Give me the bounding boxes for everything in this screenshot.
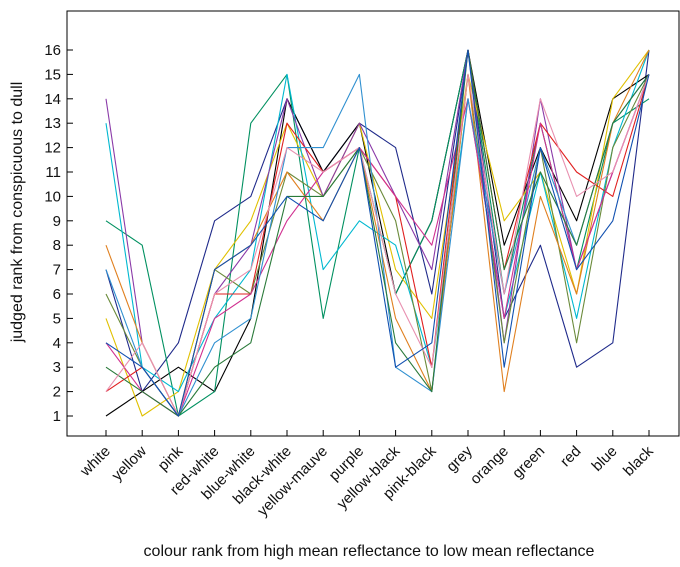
x-tick-label: white — [76, 443, 113, 480]
series-layer — [105, 49, 650, 417]
y-tick-label: 1 — [53, 408, 61, 425]
plot-frame — [66, 10, 680, 437]
x-tick-label: red — [557, 443, 584, 470]
y-tick-label: 8 — [53, 237, 61, 254]
y-tick-label: 6 — [53, 286, 61, 303]
y-tick-label: 15 — [44, 66, 61, 83]
y-tick-label: 4 — [53, 335, 61, 352]
x-tick-label: blue — [589, 443, 621, 475]
y-tick-label: 9 — [53, 213, 61, 230]
x-tick-label: black — [620, 442, 657, 479]
series-line — [105, 73, 650, 417]
y-tick-label: 5 — [53, 310, 61, 327]
y-tick-label: 12 — [44, 140, 61, 157]
x-tick-label: pink — [155, 442, 187, 474]
y-tick-label: 16 — [44, 42, 61, 59]
y-axis-label: judged rank from conspicuous to dull — [9, 82, 26, 344]
x-tick-label: green — [509, 443, 548, 482]
y-tick-label: 10 — [44, 188, 61, 205]
axes — [66, 10, 680, 437]
x-tick-label: orange — [467, 443, 512, 488]
y-tick-label: 14 — [44, 91, 61, 108]
y-tick-label: 3 — [53, 359, 61, 376]
x-axis-label: colour rank from high mean reflectance t… — [144, 543, 595, 560]
y-tick-label: 7 — [53, 262, 61, 279]
x-tick-label: yellow — [109, 443, 151, 485]
y-tick-label: 11 — [45, 164, 61, 181]
series-line — [105, 49, 650, 393]
y-tick-label: 2 — [53, 384, 61, 401]
y-tick-label: 13 — [44, 115, 61, 132]
series-line — [105, 49, 650, 417]
series-line — [105, 49, 650, 417]
